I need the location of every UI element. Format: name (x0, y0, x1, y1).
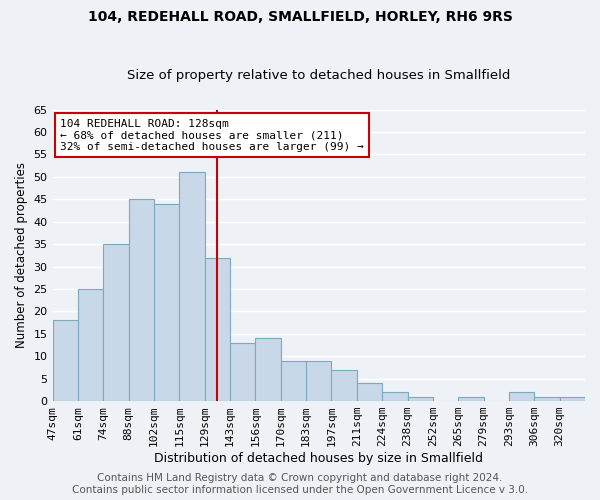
Bar (458, 396, 484, 401)
Text: 104, REDEHALL ROAD, SMALLFIELD, HORLEY, RH6 9RS: 104, REDEHALL ROAD, SMALLFIELD, HORLEY, … (88, 10, 512, 24)
Bar (179, 172, 205, 401)
Y-axis label: Number of detached properties: Number of detached properties (15, 162, 28, 348)
Bar (205, 258, 230, 401)
Bar (256, 338, 281, 401)
Bar (53, 320, 78, 401)
Bar (281, 360, 306, 401)
Bar (382, 392, 407, 401)
Text: 104 REDEHALL ROAD: 128sqm
← 68% of detached houses are smaller (211)
32% of semi: 104 REDEHALL ROAD: 128sqm ← 68% of detac… (60, 118, 364, 152)
Bar (78, 289, 103, 401)
Bar (357, 383, 382, 401)
Bar (331, 370, 357, 401)
Title: Size of property relative to detached houses in Smallfield: Size of property relative to detached ho… (127, 69, 511, 82)
Bar (103, 244, 128, 401)
Bar (128, 200, 154, 401)
Bar (230, 343, 256, 401)
Bar (306, 360, 331, 401)
Bar (407, 396, 433, 401)
Bar (509, 392, 534, 401)
Bar (154, 204, 179, 401)
X-axis label: Distribution of detached houses by size in Smallfield: Distribution of detached houses by size … (154, 452, 483, 465)
Bar (560, 396, 585, 401)
Text: Contains HM Land Registry data © Crown copyright and database right 2024.
Contai: Contains HM Land Registry data © Crown c… (72, 474, 528, 495)
Bar (534, 396, 560, 401)
